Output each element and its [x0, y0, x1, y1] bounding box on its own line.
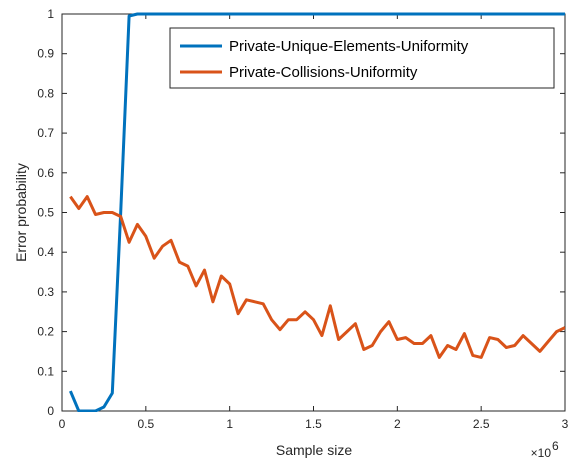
y-tick-label: 0.5	[37, 206, 54, 220]
series-line-unique-elements	[69, 12, 565, 412]
x-tick-label: 0.5	[137, 417, 154, 431]
legend-label-unique-elements: Private-Unique-Elements-Uniformity	[229, 38, 469, 55]
x-tick-label: 1	[226, 417, 233, 431]
x-exponent-base: ×10	[531, 446, 552, 459]
y-tick-label: 0.6	[37, 166, 54, 180]
y-tick-label: 1	[47, 7, 54, 21]
y-tick-label: 0.8	[37, 86, 54, 100]
x-tick-label: 2	[394, 417, 401, 431]
x-exponent-power: 6	[552, 439, 559, 453]
y-tick-label: 0.3	[37, 285, 54, 299]
x-tick-label: 0	[59, 417, 66, 431]
x-tick-label: 3	[562, 417, 568, 431]
y-tick-label: 0.7	[37, 126, 54, 140]
legend-label-collisions: Private-Collisions-Uniformity	[229, 64, 418, 81]
legend: Private-Unique-Elements-Uniformity Priva…	[169, 27, 555, 89]
series-line-collisions	[69, 195, 565, 359]
y-tick-label: 0.2	[37, 325, 54, 339]
y-tick-label: 0	[47, 404, 54, 418]
y-axis-label: Error probability	[13, 163, 29, 262]
y-tick-label: 0.4	[37, 245, 54, 259]
x-tick-label: 1.5	[305, 417, 322, 431]
y-tick-label: 0.9	[37, 47, 54, 61]
x-axis-exponent: ×10 6	[531, 439, 559, 459]
x-axis-label: Sample size	[276, 442, 352, 458]
legend-box	[169, 27, 555, 89]
x-tick-label: 2.5	[473, 417, 490, 431]
y-tick-label: 0.1	[37, 364, 54, 378]
